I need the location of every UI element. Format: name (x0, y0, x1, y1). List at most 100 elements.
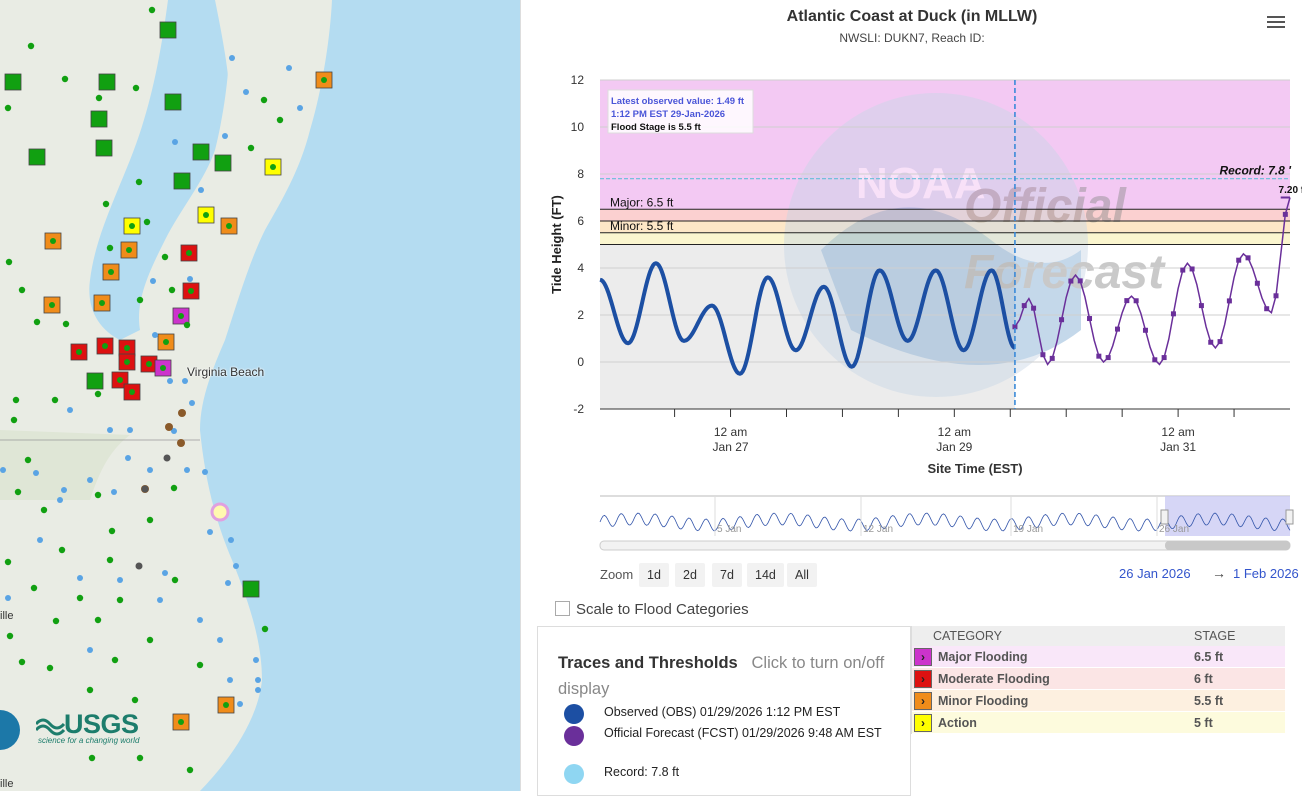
map-site-dot-icon[interactable] (24, 456, 32, 464)
forecast-point[interactable] (1133, 298, 1139, 304)
navigator-scrollbar-thumb[interactable] (1165, 541, 1290, 550)
navigator-right-handle[interactable] (1285, 509, 1294, 525)
map-site-dot-icon[interactable] (14, 488, 22, 496)
map-gauge-marker-icon[interactable] (172, 713, 190, 731)
range-from-input[interactable]: 26 Jan 2026 (1119, 566, 1191, 581)
map-site-dot-icon[interactable] (132, 84, 140, 92)
forecast-point[interactable] (1124, 298, 1130, 304)
map-site-dot-icon[interactable] (207, 529, 213, 535)
map-site-dot-icon[interactable] (202, 469, 208, 475)
map-site-dot-icon[interactable] (52, 617, 60, 625)
map-site-dot-icon[interactable] (51, 396, 59, 404)
forecast-point[interactable] (1226, 298, 1232, 304)
map-site-dot-icon[interactable] (77, 575, 83, 581)
map-site-dot-icon[interactable] (243, 89, 249, 95)
forecast-point[interactable] (1245, 255, 1251, 261)
map-site-dot-icon[interactable] (37, 537, 43, 543)
map-gauge-marker-icon[interactable] (264, 158, 282, 176)
map-site-dot-icon[interactable] (198, 187, 204, 193)
map-gauge-marker-icon[interactable] (192, 143, 210, 161)
forecast-point[interactable] (1049, 355, 1055, 361)
map-site-dot-icon[interactable] (286, 65, 292, 71)
map-gauge-marker-icon[interactable] (96, 337, 114, 355)
hamburger-menu-icon[interactable] (1267, 16, 1285, 30)
observed-series-line[interactable] (599, 261, 1016, 376)
map-gauge-marker-icon[interactable] (315, 71, 333, 89)
map-gauge-marker-icon[interactable] (70, 343, 88, 361)
map-site-dot-icon[interactable] (255, 687, 261, 693)
map-site-dot-icon[interactable] (27, 42, 35, 50)
map-canvas[interactable] (0, 0, 520, 791)
forecast-point[interactable] (1059, 317, 1065, 323)
map-site-dot-icon[interactable] (136, 754, 144, 762)
map-gauge-marker-icon[interactable] (173, 172, 191, 190)
forecast-point[interactable] (1077, 278, 1083, 284)
forecast-point[interactable] (1236, 257, 1242, 263)
map-site-dot-icon[interactable] (95, 94, 103, 102)
map-site-dot-icon[interactable] (171, 428, 177, 434)
map-panel[interactable]: Virginia Beach ille ille USGS science fo… (0, 0, 520, 791)
map-gauge-marker-icon[interactable] (159, 21, 177, 39)
map-site-dot-icon[interactable] (247, 144, 255, 152)
forecast-point[interactable] (1115, 326, 1120, 332)
map-site-dot-icon[interactable] (33, 470, 39, 476)
map-site-dot-icon[interactable] (5, 258, 13, 266)
map-site-dot-icon[interactable] (46, 664, 54, 672)
map-gauge-marker-icon[interactable] (28, 148, 46, 166)
map-site-dot-icon[interactable] (178, 409, 186, 417)
forecast-point[interactable] (1040, 352, 1046, 358)
forecast-point[interactable] (1087, 316, 1093, 322)
map-site-dot-icon[interactable] (108, 527, 116, 535)
map-site-dot-icon[interactable] (62, 320, 70, 328)
forecast-point[interactable] (1031, 305, 1037, 311)
zoom-1d-button[interactable]: 1d (639, 563, 669, 587)
map-site-dot-icon[interactable] (87, 647, 93, 653)
zoom-14d-button[interactable]: 14d (747, 563, 784, 587)
map-site-dot-icon[interactable] (233, 563, 239, 569)
map-site-dot-icon[interactable] (67, 407, 73, 413)
map-site-dot-icon[interactable] (40, 506, 48, 514)
map-site-dot-icon[interactable] (146, 516, 154, 524)
zoom-7d-button[interactable]: 7d (712, 563, 742, 587)
map-gauge-marker-icon[interactable] (242, 580, 260, 598)
map-site-dot-icon[interactable] (141, 485, 149, 493)
map-gauge-marker-icon[interactable] (220, 217, 238, 235)
map-site-dot-icon[interactable] (197, 617, 203, 623)
map-site-dot-icon[interactable] (76, 594, 84, 602)
scale-to-flood-categories[interactable]: Scale to Flood Categories (555, 601, 749, 618)
map-site-dot-icon[interactable] (186, 766, 194, 774)
map-site-dot-icon[interactable] (111, 656, 119, 664)
map-site-dot-icon[interactable] (12, 396, 20, 404)
map-site-dot-icon[interactable] (87, 477, 93, 483)
map-site-dot-icon[interactable] (33, 318, 41, 326)
map-gauge-marker-icon[interactable] (217, 696, 235, 714)
map-site-dot-icon[interactable] (189, 400, 195, 406)
forecast-point[interactable] (1021, 303, 1027, 309)
navigator-selected-range[interactable] (1165, 496, 1290, 536)
zoom-all-button[interactable]: All (787, 563, 817, 587)
forecast-point[interactable] (1096, 353, 1102, 359)
map-site-dot-icon[interactable] (183, 321, 191, 329)
map-site-dot-icon[interactable] (136, 296, 144, 304)
map-site-dot-icon[interactable] (222, 133, 228, 139)
map-selected-gauge-icon[interactable] (210, 502, 230, 522)
map-site-dot-icon[interactable] (107, 427, 113, 433)
map-gauge-marker-icon[interactable] (118, 353, 136, 371)
map-site-dot-icon[interactable] (135, 178, 143, 186)
map-site-dot-icon[interactable] (106, 556, 114, 564)
navigator-left-handle[interactable] (1160, 509, 1169, 525)
category-row-action[interactable]: › Action 5 ft (912, 712, 1285, 734)
map-site-dot-icon[interactable] (177, 439, 185, 447)
map-site-dot-icon[interactable] (106, 244, 114, 252)
map-site-dot-icon[interactable] (170, 484, 178, 492)
map-site-dot-icon[interactable] (111, 489, 117, 495)
forecast-point[interactable] (1142, 327, 1148, 333)
map-gauge-marker-icon[interactable] (214, 154, 232, 172)
map-site-dot-icon[interactable] (131, 696, 139, 704)
map-site-dot-icon[interactable] (152, 332, 158, 338)
map-site-dot-icon[interactable] (30, 584, 38, 592)
map-site-dot-icon[interactable] (165, 423, 173, 431)
map-site-dot-icon[interactable] (88, 754, 96, 762)
map-site-dot-icon[interactable] (167, 378, 173, 384)
forecast-point[interactable] (1282, 211, 1288, 217)
